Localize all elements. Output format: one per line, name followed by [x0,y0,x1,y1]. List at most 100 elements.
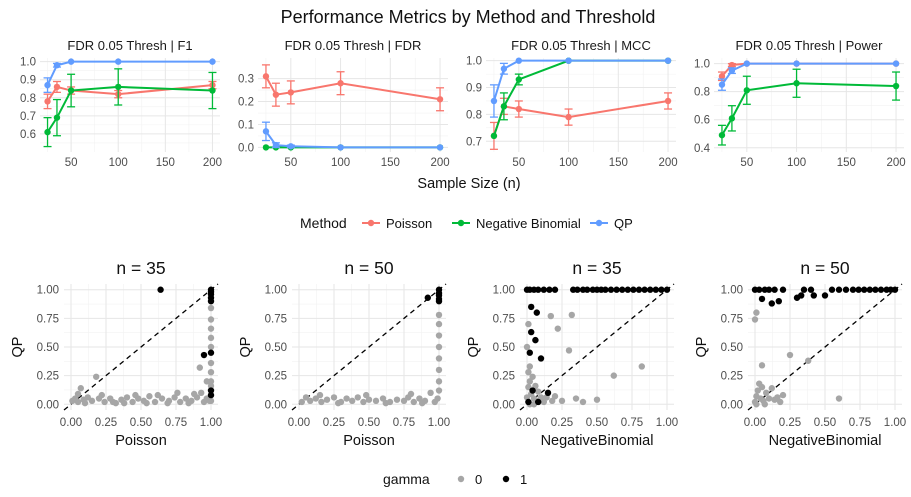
x-tick-label: 0.25 [95,417,117,429]
x-tick-label: 1.00 [884,417,906,429]
scatter-point-gamma1 [800,286,808,293]
scatter-point-gamma0 [77,385,85,392]
scatter-point-gamma1 [602,286,609,293]
scatter-point-gamma1 [619,286,626,293]
scatter-point-gamma0 [101,398,108,406]
data-point [44,81,51,89]
scatter-point-gamma0 [330,394,338,401]
scatter-point-gamma1 [540,286,547,293]
data-point [53,62,61,69]
legend-label: Poisson [386,216,432,231]
scatter-point-gamma1 [807,286,815,293]
scatter-point-gamma0 [174,389,181,397]
scatter-point-gamma0 [177,398,184,406]
scatter-point-gamma1 [613,286,620,293]
y-tick-label: 0.00 [37,399,59,411]
diagonal-reference-line [519,283,675,411]
x-axis-label: Poisson [343,433,395,449]
scatter-point-gamma1 [877,286,885,293]
scatter-point-gamma1 [535,286,542,293]
y-tick-label: 0.9 [466,83,482,95]
scatter-point-gamma1 [756,286,763,293]
data-point [515,76,523,83]
gamma-legend-title: gamma [383,471,430,487]
scatter-point-gamma1 [861,286,868,293]
x-tick-label: 100 [559,157,578,169]
scatter-point-gamma0 [751,316,759,323]
series-line [493,59,669,137]
line-panel-1: FDR 0.05 Thresh | F1 0.6 0.7 0.8 0.9 1.0 50 100… [20,38,222,169]
x-tick-label: 150 [837,157,856,169]
scatter-point-gamma0 [427,389,434,397]
scatter-point-gamma0 [565,347,573,354]
scatter-point-gamma1 [207,387,215,394]
x-axis-label: NegativeBinomial [769,433,882,449]
y-axis-label: QP [694,337,710,358]
scatter-point-gamma0 [132,391,139,399]
scatter-point-gamma0 [196,364,203,371]
scatter-point-gamma1 [528,328,535,336]
scatter-point-gamma0 [435,366,443,374]
method-legend: Method Poisson Negative Binomial QP [300,215,633,231]
scatter-point-gamma0 [435,311,443,319]
data-point [718,131,726,139]
y-tick-label: 0.50 [721,342,743,354]
legend-key-point [595,219,603,227]
y-tick-label: 0.00 [721,399,743,411]
data-point [44,128,51,136]
scatter-point-gamma1 [849,286,857,293]
x-tick-label: 1.00 [656,417,678,429]
data-point [793,80,800,87]
panel-strip-title: FDR 0.05 Thresh | MCC [511,38,651,53]
scatter-point-gamma0 [81,399,89,407]
scatter-point-gamma0 [523,343,531,351]
y-tick-label: 1.00 [265,285,287,297]
y-axis-label: QP [238,337,254,358]
y-tick-label: 0.75 [37,313,59,325]
scatter-point-gamma0 [529,373,536,380]
scatter-point-gamma0 [146,393,153,400]
scatter-point-gamma0 [207,382,215,390]
data-point [728,61,736,69]
y-tick-label: 0.50 [493,342,515,354]
scatter-point-gamma0 [416,395,423,402]
diagonal-reference-line [747,283,903,411]
scatter-point-gamma1 [551,286,559,293]
figure-title: Performance Metrics by Method and Thresh… [281,7,656,27]
y-tick-label: 0.25 [721,371,743,383]
scatter-point-gamma0 [363,391,370,399]
scatter-point-gamma0 [554,325,561,332]
scatter-point-gamma0 [435,343,443,351]
scatter-point-gamma0 [191,390,198,398]
scatter-point-gamma0 [207,343,215,351]
scatter-point-gamma0 [579,398,587,406]
scatter-point-gamma0 [753,309,760,316]
y-tick-label: 0.25 [265,371,287,383]
scatter-panel-4: n = 50 0.000.00 0.25 0.25 0.50 0.50 0.75 0.75 1.… [694,258,906,449]
scatter-point-gamma0 [558,397,566,405]
y-tick-label: 0.8 [694,87,710,99]
y-tick-label: 0.50 [265,342,287,354]
x-tick-label: 150 [609,157,628,169]
legend-label: 1 [520,472,527,487]
scatter-point-gamma1 [779,286,787,293]
scatter-point-gamma0 [207,369,215,376]
scatter-point-gamma0 [171,394,178,401]
scatter-point-gamma0 [761,401,768,408]
legend-key-point [502,475,510,483]
y-tick-label: 0.6 [694,115,710,127]
legend-key-point [367,219,375,227]
scatter-point-gamma0 [410,398,417,406]
diagonal-reference-line [63,283,219,411]
scatter-point-gamma0 [207,325,215,332]
scatter-point-gamma1 [424,294,431,301]
data-point [490,132,498,140]
scatter-point-gamma0 [109,398,117,406]
scatter-point-gamma0 [525,320,532,328]
x-tick-label: 0.25 [779,417,801,429]
x-tick-label: 0.75 [621,417,643,429]
scatter-point-gamma0 [532,382,539,390]
x-tick-label: 150 [381,157,400,169]
scatter-point-gamma0 [121,399,128,407]
